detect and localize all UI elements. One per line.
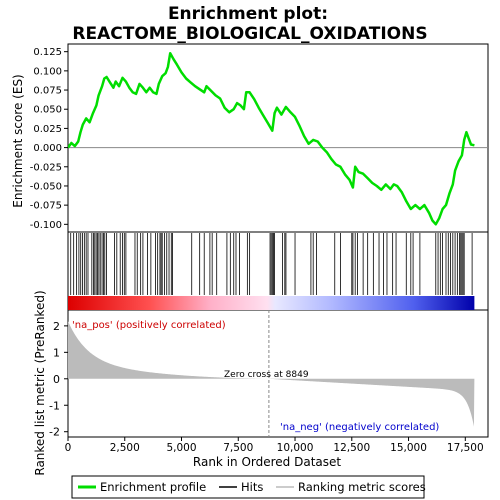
pos-label: 'na_pos' (positively correlated) bbox=[72, 320, 226, 331]
x-tick-label: 7,500 bbox=[223, 442, 253, 454]
metric-y-axis: 2 1 0 -1 -2 bbox=[49, 320, 68, 439]
es-tick-label: 0.075 bbox=[33, 86, 62, 97]
chart-title-line2: REACTOME_BIOLOGICAL_OXIDATIONS bbox=[72, 24, 427, 44]
enrichment-profile-line bbox=[68, 51, 475, 226]
x-tick-label: 15,000 bbox=[390, 442, 427, 454]
x-tick-label: 0 bbox=[65, 442, 72, 454]
y-axis-label-metric: Ranked list metric (PreRanked) bbox=[33, 290, 47, 475]
neg-label: 'na_neg' (negatively correlated) bbox=[280, 422, 439, 433]
es-tick-label: -0.025 bbox=[30, 162, 62, 173]
legend-metric-label: Ranking metric scores bbox=[298, 480, 426, 494]
x-tick-label: 17,500 bbox=[447, 442, 484, 454]
y-axis-label-es: Enrichment score (ES) bbox=[11, 74, 25, 207]
legend-box bbox=[71, 475, 425, 499]
ranking-metric-series bbox=[68, 310, 475, 437]
es-tick-label: 0.100 bbox=[33, 66, 62, 77]
ranking-metric-area bbox=[68, 321, 475, 427]
x-tick-label: 10,000 bbox=[277, 442, 314, 454]
x-axis: 0 2,500 5,000 7,500 10,000 12,500 15,000 17,500 bbox=[65, 437, 484, 454]
zero-cross-label: Zero cross at 8849 bbox=[224, 370, 309, 380]
es-y-axis: 0.125 0.100 0.075 0.050 0.025 0.000 -0.025 -0.0… bbox=[30, 47, 68, 231]
legend-hits-label: Hits bbox=[241, 480, 263, 494]
es-tick-label: 0.000 bbox=[33, 143, 62, 154]
metric-tick-label: 2 bbox=[53, 320, 60, 333]
metric-tick-label: 1 bbox=[53, 346, 60, 359]
metric-tick-label: -1 bbox=[49, 399, 60, 412]
metric-tick-label: -2 bbox=[49, 426, 60, 439]
es-tick-label: -0.050 bbox=[30, 181, 62, 192]
es-panel bbox=[67, 43, 489, 233]
x-tick-label: 2,500 bbox=[110, 442, 140, 454]
chart-title-line1: Enrichment plot: bbox=[168, 4, 328, 24]
x-tick-label: 5,000 bbox=[166, 442, 196, 454]
enrichment-profile-series bbox=[68, 51, 475, 226]
es-tick-label: 0.025 bbox=[33, 124, 62, 135]
es-tick-label: 0.050 bbox=[33, 105, 62, 116]
es-tick-label: 0.125 bbox=[33, 47, 62, 58]
legend-es-label: Enrichment profile bbox=[100, 480, 206, 494]
es-tick-label: -0.075 bbox=[30, 201, 62, 212]
x-tick-label: 12,500 bbox=[333, 442, 370, 454]
es-tick-label: -0.100 bbox=[30, 220, 62, 231]
metric-tick-label: 0 bbox=[53, 373, 60, 386]
hits-series bbox=[70, 233, 473, 310]
ranked-gradient-bar bbox=[68, 296, 475, 310]
x-axis-label: Rank in Ordered Dataset bbox=[193, 455, 341, 469]
